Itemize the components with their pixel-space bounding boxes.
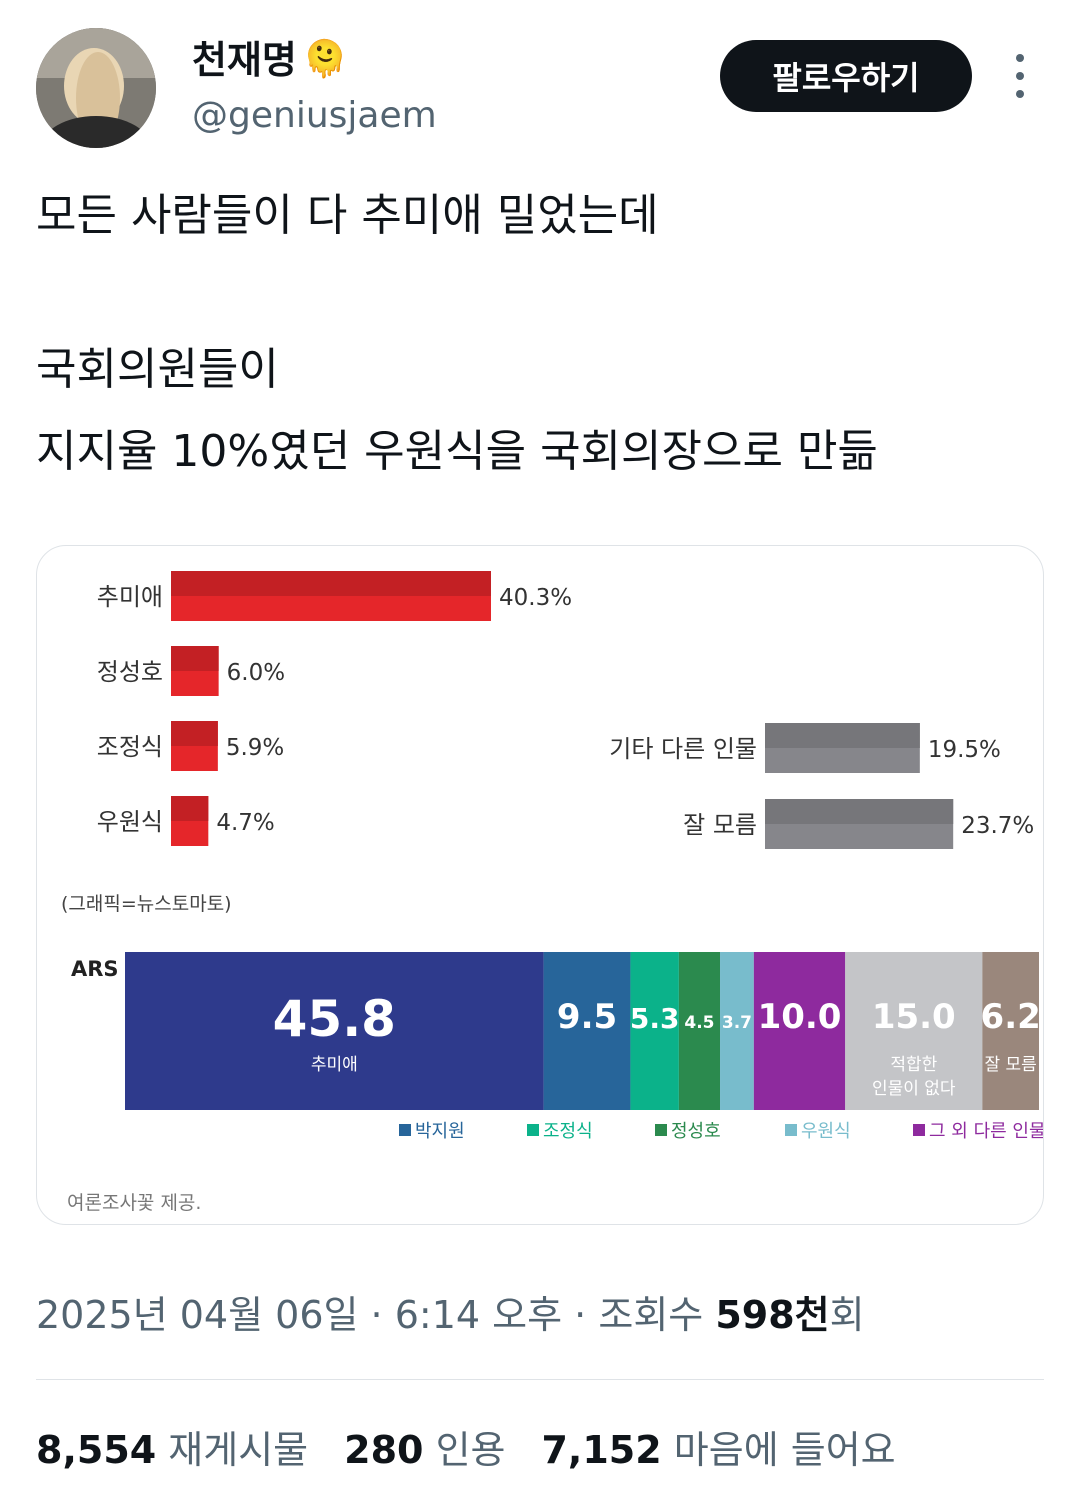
- author-handle[interactable]: @geniusjaem: [192, 95, 437, 136]
- bar-category-label: 잘 모름: [683, 811, 757, 839]
- chart-source: 여론조사꽃 제공.: [67, 1192, 201, 1214]
- quotes-label: 인용: [435, 1428, 506, 1472]
- bar-value-label: 5.9%: [226, 735, 284, 761]
- stacked-segment: [753, 952, 846, 1110]
- reposts-count: 8,554: [36, 1428, 157, 1472]
- tweet-media-image[interactable]: 추미애 40.3% 정성호 6.0% 조정식 5.9% 우원식 4.7% 기타 다른 인물 19.…: [36, 545, 1044, 1225]
- stacked-segment: [678, 952, 721, 1110]
- stacked-segment: [982, 952, 1039, 1110]
- divider: [36, 1379, 1044, 1380]
- likes-label: 마음에 들어요: [673, 1428, 896, 1472]
- legend-swatch: [399, 1124, 411, 1136]
- author-name-row[interactable]: 천재명 🫠: [192, 36, 348, 84]
- bar-category-label: 정성호: [97, 658, 163, 686]
- tweet-text-line-2: 국회의원들이: [36, 344, 279, 395]
- stacked-segment: [845, 952, 983, 1110]
- stacked-segment-value: 10.0: [758, 997, 842, 1037]
- bar-shade: [171, 721, 218, 746]
- melting-face-icon: 🫠: [302, 39, 348, 80]
- bar-category-label: 추미애: [97, 583, 163, 611]
- likes-count: 7,152: [541, 1428, 662, 1472]
- legend-label: 정성호: [671, 1121, 721, 1142]
- likes-stat[interactable]: 7,152 마음에 들어요: [541, 1422, 895, 1478]
- bar-category-label: 조정식: [97, 733, 163, 761]
- stacked-segment: [125, 952, 544, 1110]
- stacked-segment-sublabel: 인물이 없다: [872, 1079, 956, 1099]
- bar-value-label: 23.7%: [961, 813, 1034, 839]
- stacked-segment-sublabel: 잘 모름: [985, 1055, 1037, 1075]
- tweet-text-line-1: 모든 사람들이 다 추미애 밀었는데: [36, 190, 659, 241]
- legend-swatch: [785, 1124, 797, 1136]
- quotes-count: 280: [344, 1428, 424, 1472]
- avatar[interactable]: [36, 28, 156, 148]
- stacked-segment: [543, 952, 631, 1110]
- tweet-text-line-3: 지지율 10%였던 우원식을 국회의장으로 만듦: [36, 426, 878, 477]
- quotes-stat[interactable]: 280 인용: [344, 1422, 505, 1478]
- author-name[interactable]: 천재명: [192, 38, 297, 82]
- bar-shade: [171, 646, 219, 671]
- stacked-segment-value: 5.3: [630, 1002, 680, 1035]
- poll-chart: 추미애 40.3% 정성호 6.0% 조정식 5.9% 우원식 4.7% 기타 다른 인물 19.…: [61, 571, 1043, 1214]
- reposts-stat[interactable]: 8,554 재게시물: [36, 1422, 308, 1478]
- stacked-segment-value: 4.5: [684, 1013, 714, 1033]
- views-label: 조회수: [598, 1293, 704, 1337]
- stacked-segment-value: 15.0: [872, 997, 956, 1037]
- bar-value-label: 19.5%: [928, 737, 1001, 763]
- stacked-segment-sublabel: 추미애: [311, 1055, 358, 1075]
- bar-shade: [171, 796, 209, 821]
- stacked-segment: [630, 952, 679, 1110]
- chart-source: (그래픽=뉴스토마토): [61, 893, 232, 915]
- legend-label: 우원식: [801, 1121, 851, 1142]
- legend-swatch: [655, 1124, 667, 1136]
- bar-value-label: 4.7%: [216, 810, 274, 836]
- stacked-segment-value: 6.2: [981, 997, 1041, 1037]
- bar-value-label: 6.0%: [227, 660, 285, 686]
- views-suffix: 회: [829, 1293, 865, 1337]
- reposts-label: 재게시물: [168, 1428, 309, 1472]
- stacked-segment-sublabel: 적합한: [890, 1055, 937, 1075]
- legend-label: 그 외 다른 인물: [929, 1121, 1043, 1142]
- stacked-segment-value: 3.7: [722, 1013, 752, 1033]
- bar-shade: [765, 799, 954, 824]
- legend-swatch: [527, 1124, 539, 1136]
- legend-label: 조정식: [543, 1121, 593, 1142]
- views-value: 598천: [715, 1293, 830, 1337]
- engagement-stats: 8,554 재게시물 280 인용 7,152 마음에 들어요: [36, 1422, 896, 1478]
- follow-button[interactable]: 팔로우하기: [720, 40, 972, 112]
- stacked-row-label: ARS: [71, 957, 119, 981]
- more-options-icon[interactable]: [1004, 54, 1036, 98]
- bar-shade: [171, 571, 491, 596]
- stacked-segment: [720, 952, 754, 1110]
- tweet-time[interactable]: 6:14 오후: [394, 1293, 563, 1337]
- bar-value-label: 40.3%: [499, 585, 572, 611]
- stacked-segment-value: 9.5: [557, 997, 617, 1037]
- tweet-date[interactable]: 2025년 04월 06일: [36, 1293, 359, 1337]
- legend-swatch: [913, 1124, 925, 1136]
- avatar-image: [36, 28, 156, 148]
- stacked-segment-value: 45.8: [273, 990, 396, 1048]
- bar-category-label: 우원식: [97, 808, 163, 836]
- tweet-meta: 2025년 04월 06일 · 6:14 오후 · 조회수 598천회: [36, 1293, 865, 1337]
- bar-shade: [765, 723, 920, 748]
- bar-category-label: 기타 다른 인물: [609, 735, 757, 763]
- legend-label: 박지원: [415, 1121, 465, 1142]
